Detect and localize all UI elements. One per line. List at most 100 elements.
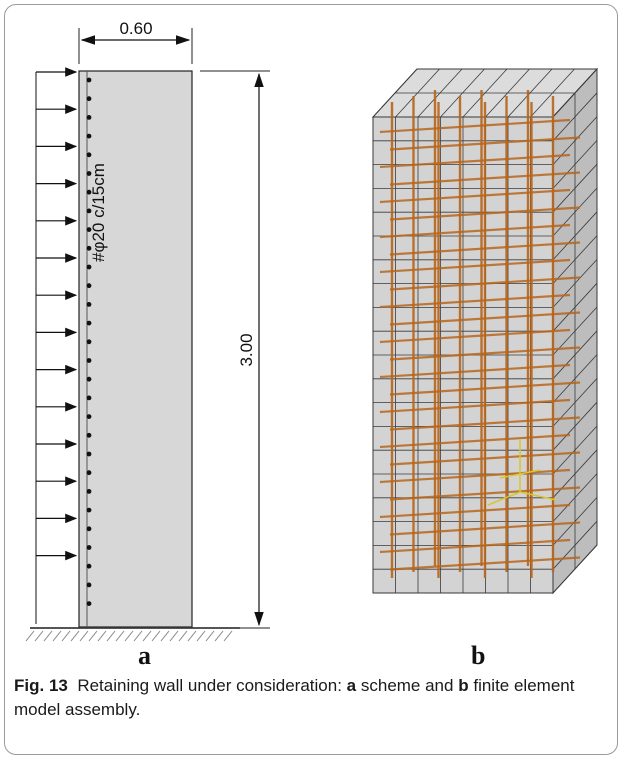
hatch-stroke xyxy=(43,630,53,642)
hatch-stroke xyxy=(196,630,206,642)
width-dim-label: 0.60 xyxy=(119,19,152,38)
hatch-stroke xyxy=(124,630,134,642)
rebar-horizontal xyxy=(389,276,581,291)
hatch-stroke xyxy=(34,630,44,642)
caption-a-marker: a xyxy=(346,676,357,695)
rebar-dot xyxy=(86,451,92,457)
hatch-stroke xyxy=(214,630,224,642)
rebar-dot xyxy=(86,395,92,401)
rebar-dot xyxy=(86,208,92,214)
ground-hatch xyxy=(25,627,240,642)
rebar-horizontal xyxy=(379,363,571,379)
rebar-horizontal xyxy=(379,223,571,239)
rebar-horizontal xyxy=(389,451,581,466)
rebar-dots xyxy=(86,77,92,606)
rebar-horizontal xyxy=(379,328,571,344)
rebar-dot xyxy=(86,489,92,494)
rebar-dot xyxy=(86,545,92,550)
rebar-horizontal xyxy=(389,206,581,221)
hatch-stroke xyxy=(169,630,179,642)
panel-b-label: b xyxy=(471,641,486,670)
rebar-horizontal xyxy=(379,398,571,414)
rebar-dot xyxy=(86,526,92,532)
hatch-stroke xyxy=(160,630,170,642)
hatch-stroke xyxy=(97,630,107,642)
hatch-stroke xyxy=(151,630,161,642)
rebar-horizontal xyxy=(379,468,571,484)
hatch-stroke xyxy=(133,630,143,642)
rebar-horizontal xyxy=(389,346,581,361)
rebar-dot xyxy=(86,77,92,83)
rebar-horizontal xyxy=(379,538,571,554)
rebar-horizontal xyxy=(389,171,581,186)
hatch-stroke xyxy=(79,630,89,642)
caption-fig-label: Fig. 13 xyxy=(14,676,68,695)
height-dim-label: 3.00 xyxy=(237,333,256,366)
rebar-horizontal xyxy=(379,503,571,519)
rebar-dot xyxy=(86,264,92,270)
rebar-horizontal xyxy=(379,118,571,134)
rebar-horizontal xyxy=(379,258,571,274)
caption-text-2: scheme and xyxy=(360,676,454,695)
rebar-horizontal xyxy=(389,521,581,536)
hatch-stroke xyxy=(187,630,197,642)
rebar-horizontal xyxy=(379,188,571,204)
rebar-dot xyxy=(86,227,92,233)
rebar-dot xyxy=(86,601,92,606)
rebar-horizontal xyxy=(379,293,571,309)
hatch-stroke xyxy=(52,630,62,642)
rebar-dot xyxy=(86,320,92,326)
hatch-stroke xyxy=(106,630,116,642)
rebar-dot xyxy=(86,171,92,176)
rebar-dot xyxy=(86,414,92,419)
rebar-horizontal xyxy=(389,311,581,326)
hatch-stroke xyxy=(70,630,80,642)
hatch-stroke xyxy=(205,630,215,642)
panel-a-label: a xyxy=(138,641,151,670)
hatch-stroke xyxy=(88,630,98,642)
figure-frame xyxy=(4,4,618,755)
caption-text-3: finite element model assembly. xyxy=(14,676,575,719)
rebar-dot xyxy=(86,358,92,363)
caption-b-marker: b xyxy=(458,676,469,695)
wall-section xyxy=(78,70,193,628)
rebar-horizontal xyxy=(389,556,581,571)
rebar-horizontal xyxy=(389,241,581,256)
rebar-dot xyxy=(86,152,92,158)
earth-pressure-arrows xyxy=(35,67,78,624)
rebar-dot xyxy=(86,245,92,251)
hatch-stroke xyxy=(115,630,125,642)
hatch-stroke xyxy=(61,630,71,642)
rebar-dot xyxy=(86,563,92,569)
rebar-dot xyxy=(86,507,92,513)
rebar-horizontal xyxy=(379,153,571,169)
hatch-stroke xyxy=(25,630,35,642)
rebar-dot xyxy=(86,189,92,195)
rebar-dot xyxy=(86,115,92,120)
figure-caption: Fig. 13 Retaining wall under considerati… xyxy=(14,674,610,722)
height-dimension: 3.00 xyxy=(200,70,270,629)
rebar-horizontal xyxy=(389,381,581,396)
width-dimension: 0.60 xyxy=(78,19,193,64)
rebar-dot xyxy=(86,283,92,289)
hatch-stroke xyxy=(178,630,188,642)
rebar-dot xyxy=(86,339,92,345)
rebar-note: #φ20 c/15cm xyxy=(89,163,108,262)
rebar-cage xyxy=(379,90,581,578)
rebar-horizontal xyxy=(389,486,581,501)
caption-text-1: Retaining wall under consideration: xyxy=(77,676,342,695)
rebar-horizontal xyxy=(389,136,581,151)
rebar-dot xyxy=(86,376,92,382)
rebar-dot xyxy=(86,96,92,102)
rebar-horizontal xyxy=(379,433,571,449)
rebar-dot xyxy=(86,582,92,588)
rebar-dot xyxy=(86,470,92,476)
coordinate-axes xyxy=(487,440,557,506)
hatch-stroke xyxy=(223,630,233,642)
rebar-dot xyxy=(86,432,92,438)
rebar-dot xyxy=(86,133,92,139)
rebar-dot xyxy=(86,302,92,307)
hatch-stroke xyxy=(142,630,152,642)
